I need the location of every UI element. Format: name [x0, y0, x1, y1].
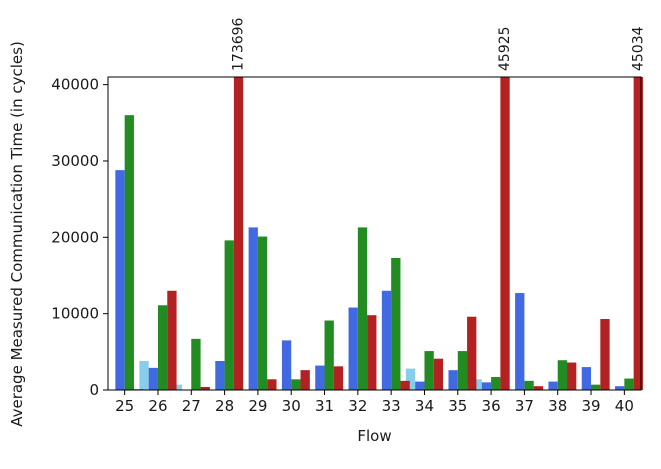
bar-series4-flow-26: [167, 290, 177, 390]
bar-series2-flow-30: [281, 340, 292, 390]
bar-series4-flow-29: [267, 379, 277, 390]
bar-series3-flow-36: [491, 377, 501, 390]
x-tick-label: 29: [248, 397, 267, 415]
bar-series3-flow-30: [291, 379, 301, 390]
x-tick-label: 39: [581, 397, 600, 415]
bar-series4-flow-28: [233, 77, 244, 390]
bar-series3-flow-25: [124, 115, 134, 391]
bar-series3-flow-39: [591, 384, 601, 390]
x-tick-label: 35: [448, 397, 467, 415]
bar-series3-flow-34: [424, 351, 434, 390]
bar-series2-flow-28: [215, 360, 225, 390]
x-tick-label: 31: [315, 397, 334, 415]
bar-series2-flow-31: [315, 365, 325, 390]
bar-series4-flow-33: [400, 380, 410, 390]
bar-value-annotation: 173696: [231, 17, 247, 71]
x-tick-label: 25: [115, 397, 134, 415]
y-tick-label: 20000: [51, 228, 99, 246]
bar-series2-flow-35: [448, 370, 458, 390]
plot-frame: [107, 76, 642, 391]
bar-value-annotation: 45925: [497, 26, 513, 71]
bar-series2-flow-26: [148, 367, 158, 390]
bar-series4-flow-30: [300, 370, 310, 390]
bar-series1-flow-34: [405, 368, 416, 390]
bar-series1-flow-27: [172, 384, 182, 390]
bar-series4-flow-37: [533, 386, 544, 390]
bar-series4-flow-40: [633, 77, 643, 390]
bar-series4-flow-31: [333, 366, 344, 390]
bar-series3-flow-28: [224, 240, 234, 390]
x-tick-label: 28: [215, 397, 234, 415]
bar-series3-flow-29: [257, 236, 268, 390]
y-axis: 0 10000 20000 30000 40000: [51, 76, 108, 399]
bar-series2-flow-33: [381, 290, 392, 390]
x-tick-label: 33: [382, 397, 401, 415]
bar-series4-flow-34: [433, 358, 444, 390]
bar-value-annotation: 45034: [630, 26, 646, 71]
y-axis-label: Average Measured Communication Time (in …: [8, 41, 26, 427]
bar-series4-flow-36: [500, 77, 510, 390]
x-tick-label: 40: [615, 397, 634, 415]
bar-series1-flow-26: [139, 360, 149, 390]
bar-series2-flow-40: [615, 386, 625, 390]
bar-series2-flow-29: [248, 227, 258, 390]
bar-series3-flow-27: [191, 338, 201, 390]
bar-series4-flow-39: [600, 319, 610, 390]
annotations-group: 173696 45925 45034: [231, 17, 647, 71]
bar-series2-flow-34: [415, 381, 425, 390]
bar-series4-flow-27: [200, 386, 210, 390]
bar-series3-flow-32: [357, 227, 368, 390]
y-tick-label: 40000: [51, 76, 99, 94]
x-tick-label: 36: [482, 397, 501, 415]
bar-series3-flow-31: [324, 320, 334, 390]
bar-series2-flow-37: [515, 293, 525, 390]
bar-series2-flow-36: [481, 382, 492, 390]
bar-series3-flow-37: [524, 380, 534, 390]
y-tick-label: 30000: [51, 152, 99, 170]
x-tick-label: 26: [148, 397, 167, 415]
y-tick-label: 0: [89, 381, 99, 399]
bar-series2-flow-25: [115, 170, 125, 390]
y-tick-label: 10000: [51, 305, 99, 323]
bar-series2-flow-32: [348, 307, 358, 390]
bar-series3-flow-33: [391, 257, 401, 390]
bar-series2-flow-39: [581, 367, 592, 390]
bars-group: [115, 77, 643, 391]
x-tick-label: 27: [182, 397, 201, 415]
bar-series4-flow-32: [367, 315, 377, 390]
x-tick-label: 37: [515, 397, 534, 415]
x-tick-label: 34: [415, 397, 434, 415]
x-tick-label: 30: [282, 397, 301, 415]
bar-series3-flow-35: [457, 351, 468, 390]
bar-series3-flow-26: [157, 305, 168, 390]
bar-series4-flow-35: [467, 316, 477, 390]
bar-series4-flow-38: [567, 362, 577, 390]
x-axis-label: Flow: [357, 427, 391, 445]
x-tick-label: 32: [348, 397, 367, 415]
bar-series3-flow-38: [557, 360, 568, 390]
x-axis: 25 26 27 28 29 30 31 32 33 34 35 36 37 38 39 40: [115, 390, 634, 415]
bar-series3-flow-40: [624, 378, 634, 390]
bar-series2-flow-38: [548, 381, 558, 390]
bar-series1-flow-36: [472, 379, 482, 390]
x-tick-label: 38: [548, 397, 567, 415]
